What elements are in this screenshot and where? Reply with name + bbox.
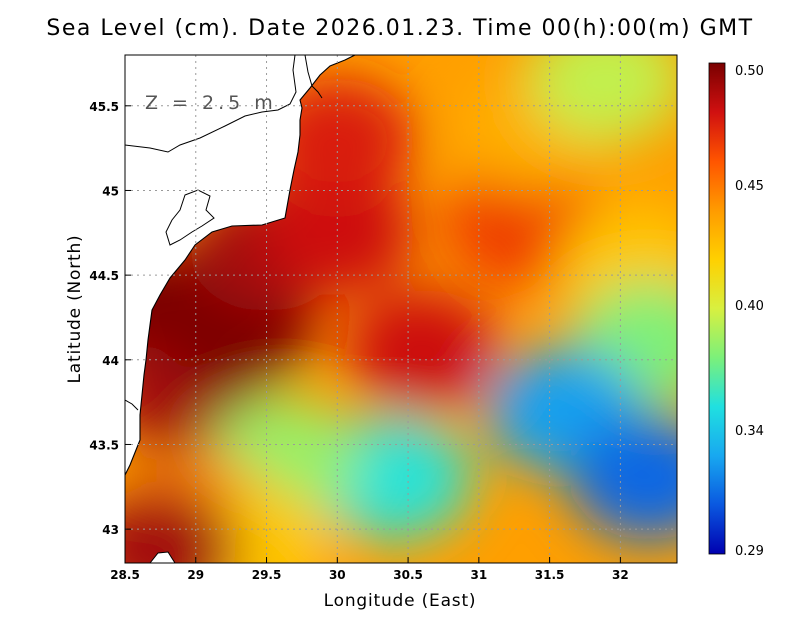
y-tick-label: 44 — [102, 354, 119, 368]
y-tick-label: 45 — [102, 184, 119, 198]
x-tick-label: 31.5 — [535, 568, 565, 582]
x-tick-label: 28.5 — [110, 568, 140, 582]
colorbar-ramp — [708, 62, 726, 555]
lagoon-outline-2 — [304, 55, 323, 99]
colorbar-label: 0.29 — [735, 544, 764, 559]
lagoon-outline-3 — [165, 189, 215, 246]
y-tick-label: 43 — [102, 523, 119, 537]
colorbar-label: 0.34 — [735, 424, 764, 439]
x-tick-label: 31 — [470, 568, 487, 582]
colorbar-label: 0.50 — [735, 64, 764, 79]
lagoon-outline — [125, 55, 297, 153]
graticule — [125, 55, 677, 563]
field-sample-13 — [570, 416, 677, 541]
plot-area — [125, 55, 677, 563]
sea-level-field — [125, 55, 677, 563]
x-tick-label: 29.5 — [252, 568, 282, 582]
colorbar-label: 0.45 — [735, 179, 764, 194]
colorbar: 0.50 0.45 0.40 0.34 0.29 — [708, 62, 764, 559]
x-axis-label: Longitude (East) — [324, 591, 477, 611]
field-sample-6 — [344, 289, 501, 414]
land-patch — [149, 551, 176, 563]
y-tick-label: 44.5 — [89, 269, 119, 283]
axis-ticks: 28.5 29 29.5 30 30.5 31 31.5 32 43 43.5 44 44.5 45 45… — [89, 100, 628, 582]
colorbar-label: 0.40 — [735, 299, 764, 314]
field-sample-18 — [125, 487, 239, 563]
x-tick-label: 30.5 — [393, 568, 423, 582]
field-sample-4 — [259, 170, 416, 295]
land-mass — [125, 55, 355, 475]
lagoon-outline-4 — [125, 399, 139, 411]
x-tick-label: 32 — [612, 568, 629, 582]
y-tick-label: 45.5 — [89, 100, 119, 114]
x-tick-label: 29 — [187, 568, 204, 582]
map-title: Sea Level (cm). Date 2026.01.23. Time 00… — [46, 16, 754, 41]
y-axis-label: Latitude (North) — [65, 235, 85, 384]
plot-frame — [124, 54, 678, 564]
y-tick-label: 43.5 — [89, 438, 119, 452]
depth-label: Z = 2.5 m — [145, 92, 277, 114]
coastline — [125, 55, 356, 476]
x-tick-label: 30 — [329, 568, 346, 582]
field-sample-9 — [528, 55, 677, 143]
